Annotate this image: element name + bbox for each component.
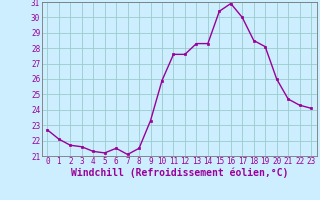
X-axis label: Windchill (Refroidissement éolien,°C): Windchill (Refroidissement éolien,°C) (70, 168, 288, 178)
